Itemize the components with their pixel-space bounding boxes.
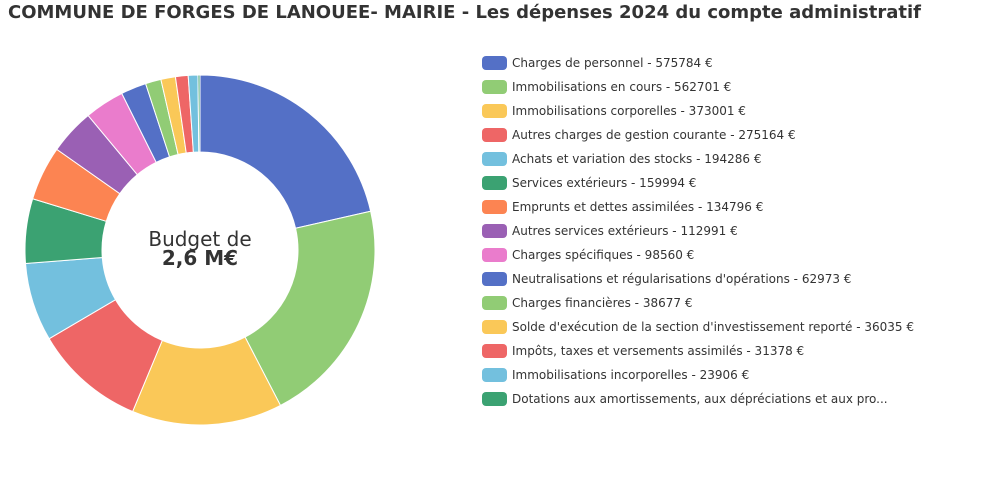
chart-legend: Charges de personnel - 575784 € Immobilis…	[482, 51, 914, 411]
center-label-budget: Budget de	[148, 227, 252, 251]
legend-swatch	[482, 224, 507, 238]
legend-label: Charges spécifiques - 98560 €	[512, 248, 695, 262]
legend-swatch	[482, 272, 507, 286]
legend-item[interactable]: Achats et variation des stocks - 194286 …	[482, 147, 914, 171]
legend-item[interactable]: Neutralisations et régularisations d'opé…	[482, 267, 914, 291]
chart-title: COMMUNE DE FORGES DE LANOUEE- MAIRIE - L…	[8, 2, 921, 23]
legend-item[interactable]: Autres services extérieurs - 112991 €	[482, 219, 914, 243]
legend-label: Dotations aux amortissements, aux dépréc…	[512, 392, 888, 406]
legend-swatch	[482, 152, 507, 166]
legend-label: Immobilisations en cours - 562701 €	[512, 80, 732, 94]
legend-swatch	[482, 248, 507, 262]
legend-swatch	[482, 176, 507, 190]
legend-item[interactable]: Immobilisations corporelles - 373001 €	[482, 99, 914, 123]
donut-slice-1[interactable]	[199, 74, 372, 229]
legend-item[interactable]: Dotations aux amortissements, aux dépréc…	[482, 387, 914, 411]
legend-label: Emprunts et dettes assimilées - 134796 €	[512, 200, 764, 214]
legend-label: Immobilisations corporelles - 373001 €	[512, 104, 746, 118]
legend-swatch	[482, 392, 507, 406]
donut-chart	[24, 74, 376, 426]
legend-label: Achats et variation des stocks - 194286 …	[512, 152, 762, 166]
legend-item[interactable]: Charges spécifiques - 98560 €	[482, 243, 914, 267]
legend-label: Autres charges de gestion courante - 275…	[512, 128, 796, 142]
legend-item[interactable]: Immobilisations en cours - 562701 €	[482, 75, 914, 99]
legend-swatch	[482, 128, 507, 142]
legend-swatch	[482, 80, 507, 94]
legend-item[interactable]: Impôts, taxes et versements assimilés - …	[482, 339, 914, 363]
center-label-amount: 2,6 M€	[161, 246, 239, 270]
legend-swatch	[482, 200, 507, 214]
legend-label: Charges financières - 38677 €	[512, 296, 693, 310]
legend-swatch	[482, 320, 507, 334]
legend-swatch	[482, 368, 507, 382]
legend-item[interactable]: Solde d'exécution de la section d'invest…	[482, 315, 914, 339]
legend-item[interactable]: Charges de personnel - 575784 €	[482, 51, 914, 75]
legend-swatch	[482, 104, 507, 118]
legend-item[interactable]: Emprunts et dettes assimilées - 134796 €	[482, 195, 914, 219]
legend-label: Autres services extérieurs - 112991 €	[512, 224, 738, 238]
legend-item[interactable]: Charges financières - 38677 €	[482, 291, 914, 315]
legend-swatch	[482, 344, 507, 358]
donut-slice-15[interactable]	[197, 74, 201, 153]
legend-item[interactable]: Immobilisations incorporelles - 23906 €	[482, 363, 914, 387]
donut-slice-2[interactable]	[244, 210, 376, 407]
legend-item[interactable]: Services extérieurs - 159994 €	[482, 171, 914, 195]
legend-swatch	[482, 56, 507, 70]
legend-label: Immobilisations incorporelles - 23906 €	[512, 368, 750, 382]
legend-swatch	[482, 296, 507, 310]
legend-item[interactable]: Autres charges de gestion courante - 275…	[482, 123, 914, 147]
legend-label: Solde d'exécution de la section d'invest…	[512, 320, 914, 334]
legend-label: Neutralisations et régularisations d'opé…	[512, 272, 852, 286]
legend-label: Impôts, taxes et versements assimilés - …	[512, 344, 805, 358]
legend-label: Charges de personnel - 575784 €	[512, 56, 713, 70]
legend-label: Services extérieurs - 159994 €	[512, 176, 697, 190]
